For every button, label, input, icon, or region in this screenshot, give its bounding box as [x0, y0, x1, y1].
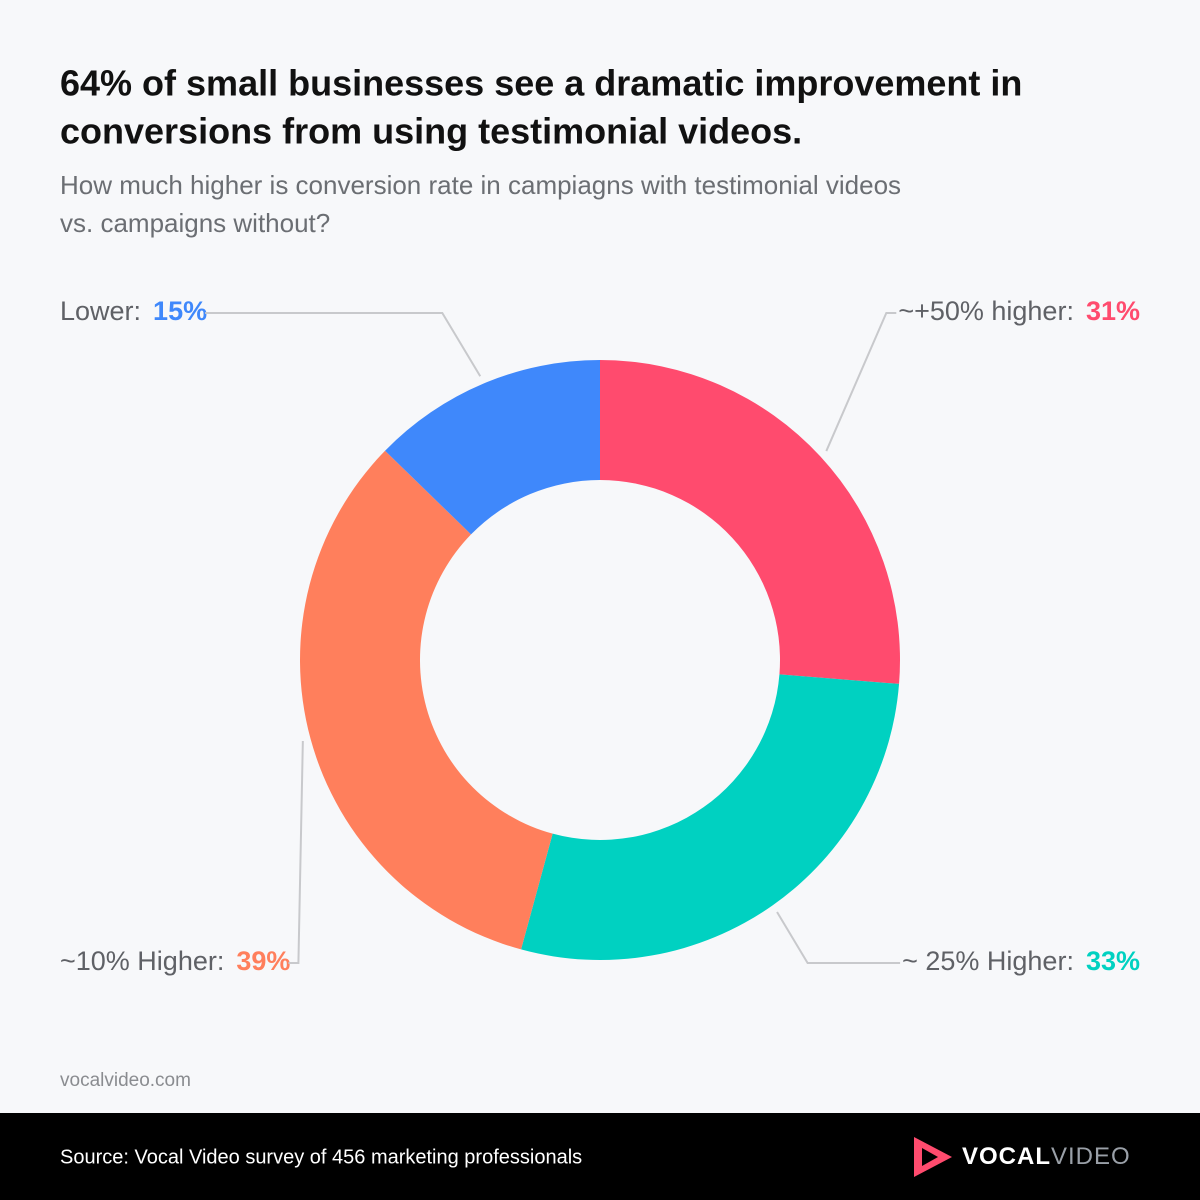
slice-category: ~+50% higher:	[898, 296, 1074, 326]
slice-value: 15%	[153, 296, 207, 326]
donut-slice	[521, 674, 900, 960]
slice-category: ~10% Higher:	[60, 946, 224, 976]
slice-category: Lower:	[60, 296, 141, 326]
chart-subtitle: How much higher is conversion rate in ca…	[60, 170, 901, 200]
chart-title: conversions from using testimonial video…	[60, 111, 802, 152]
leader-line	[205, 312, 482, 377]
chart-subtitle: vs. campaigns without?	[60, 208, 330, 238]
slice-value: 31%	[1086, 296, 1140, 326]
slice-value: 33%	[1086, 946, 1140, 976]
slice-category: ~ 25% Higher:	[902, 946, 1074, 976]
slice-label: ~10% Higher: 39%	[60, 946, 290, 976]
leader-line	[288, 741, 304, 964]
donut-slice	[299, 450, 553, 950]
logo-first: VOCAL	[962, 1143, 1051, 1170]
slice-label: Lower: 15%	[60, 296, 207, 326]
footer-band	[0, 1113, 1200, 1200]
logo-second: VIDEO	[1051, 1143, 1131, 1170]
logo: VOCALVIDEO	[914, 1137, 1131, 1177]
site-url: vocalvideo.com	[60, 1070, 191, 1091]
donut-slice	[385, 360, 600, 535]
slice-value: 39%	[236, 946, 290, 976]
logo-icon-cut	[922, 1148, 938, 1166]
leader-line	[825, 312, 897, 452]
chart-title: 64% of small businesses see a dramatic i…	[60, 63, 1022, 104]
slice-label: ~ 25% Higher: 33%	[902, 946, 1140, 976]
leader-line	[776, 911, 901, 964]
logo-text: VOCALVIDEO	[962, 1143, 1131, 1170]
slice-label: ~+50% higher: 31%	[898, 296, 1140, 326]
source-note: Source: Vocal Video survey of 456 market…	[60, 1146, 582, 1168]
donut-slice	[600, 360, 900, 684]
